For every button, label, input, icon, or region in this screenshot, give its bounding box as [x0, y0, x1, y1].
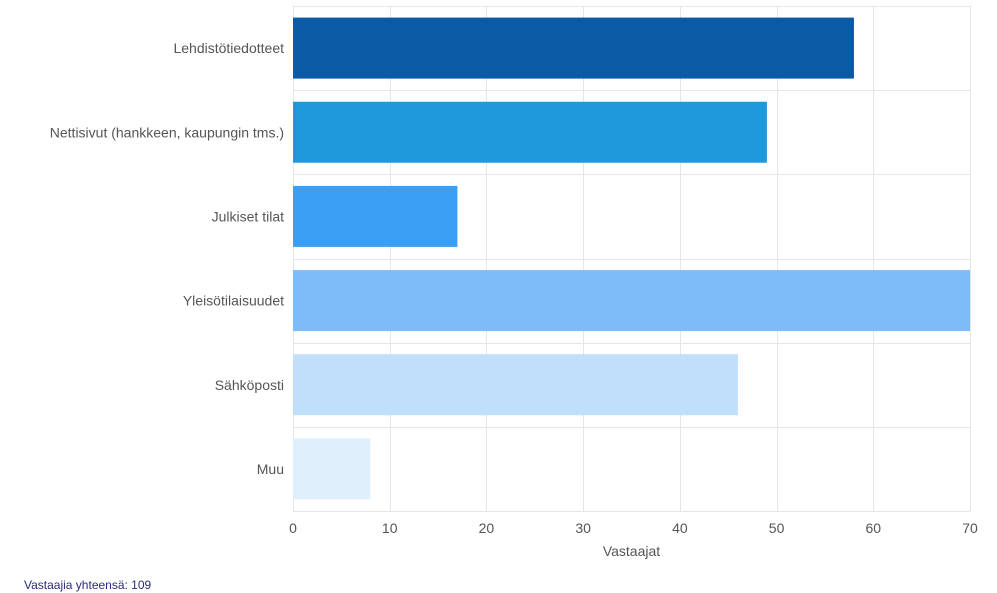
x-tick-label: 0 — [289, 520, 297, 536]
bar — [293, 17, 854, 79]
category-label: Julkiset tilat — [212, 208, 284, 224]
x-tick-label: 50 — [769, 520, 785, 536]
category-label: Yleisötilaisuudet — [183, 293, 284, 309]
bar — [293, 101, 767, 163]
x-tick-label: 10 — [382, 520, 398, 536]
category-label: Lehdistötiedotteet — [173, 40, 284, 56]
x-tick-label: 20 — [479, 520, 495, 536]
x-tick-label: 60 — [865, 520, 881, 536]
category-labels: Lehdistötiedotteet Nettisivut (hankkeen, … — [50, 40, 284, 477]
x-tick-label: 30 — [575, 520, 591, 536]
bar — [293, 270, 970, 332]
category-label: Sähköposti — [215, 377, 284, 393]
bar — [293, 185, 458, 247]
category-label: Muu — [257, 461, 284, 477]
x-tick-label: 70 — [962, 520, 978, 536]
x-axis-title: Vastaajat — [603, 543, 660, 559]
category-label: Nettisivut (hankkeen, kaupungin tms.) — [50, 124, 284, 140]
grid — [293, 6, 971, 512]
bar — [293, 354, 738, 416]
bar-chart: Lehdistötiedotteet Nettisivut (hankkeen, … — [50, 6, 978, 559]
bars — [293, 17, 970, 500]
x-tick-labels: 0 10 20 30 40 50 60 70 — [289, 520, 978, 536]
total-respondents: Vastaajia yhteensä: 109 — [24, 578, 152, 592]
x-tick-label: 40 — [672, 520, 688, 536]
bar — [293, 438, 371, 500]
